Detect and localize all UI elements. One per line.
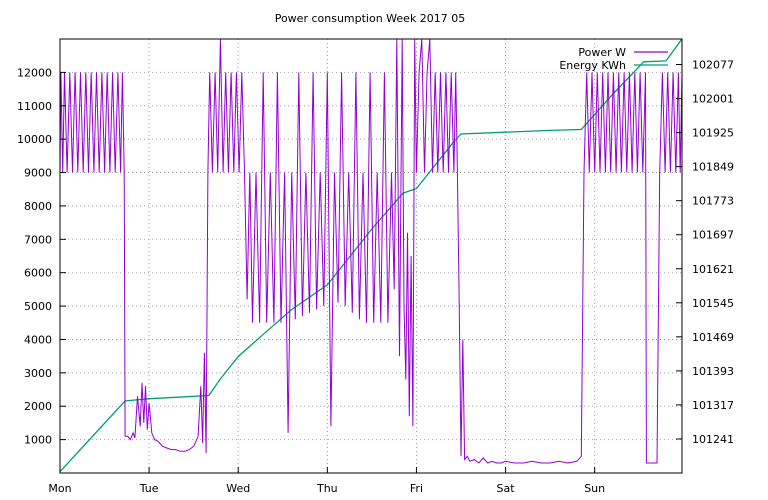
y-left-tick-label: 2000 [24, 400, 52, 413]
x-tick-label: Fri [410, 482, 423, 495]
y-left-tick-label: 11000 [17, 100, 52, 113]
plot-frame [59, 38, 683, 474]
x-tick-label: Sun [584, 482, 605, 495]
legend-label: Power W [578, 46, 626, 59]
x-tick-label: Wed [226, 482, 250, 495]
y-right-tick-label: 101317 [692, 399, 734, 412]
x-tick-label: Mon [48, 482, 71, 495]
y-right-tick-label: 101469 [692, 331, 734, 344]
y-right-tick-label: 102001 [692, 93, 734, 106]
y-left-tick-label: 10000 [17, 133, 52, 146]
legend-label: Energy KWh [559, 59, 626, 72]
y-left-tick-label: 9000 [24, 167, 52, 180]
x-tick-label: Sat [497, 482, 516, 495]
x-tick-label: Thu [316, 482, 338, 495]
y-left-tick-label: 7000 [24, 233, 52, 246]
y-left-tick-label: 5000 [24, 300, 52, 313]
y-left-tick-label: 4000 [24, 333, 52, 346]
x-tick-label: Tue [139, 482, 159, 495]
y-left-tick-label: 8000 [24, 200, 52, 213]
y-right-tick-label: 101697 [692, 229, 734, 242]
y-right-tick-label: 101393 [692, 365, 734, 378]
y-right-tick-label: 101849 [692, 161, 734, 174]
power-series [59, 38, 683, 464]
y-left-tick-label: 3000 [24, 367, 52, 380]
chart-title: Power consumption Week 2017 05 [275, 12, 466, 25]
y-right-tick-label: 101925 [692, 127, 734, 140]
y-right-tick-label: 101773 [692, 195, 734, 208]
y-right-tick-label: 101545 [692, 297, 734, 310]
y-left-tick-label: 1000 [24, 434, 52, 447]
y-right-tick-label: 102077 [692, 59, 734, 72]
y-right-tick-label: 101621 [692, 263, 734, 276]
y-right-tick-label: 101241 [692, 433, 734, 446]
y-left-tick-label: 12000 [17, 66, 52, 79]
axes: 1000 2000 3000 4000 5000 6000 7000 8000 9000 1000… [17, 38, 734, 495]
y-left-tick-label: 6000 [24, 267, 52, 280]
power-line [59, 38, 683, 464]
